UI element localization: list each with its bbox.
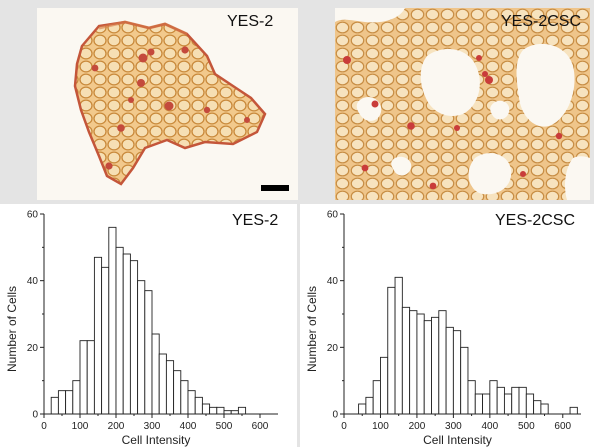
histogram-bar	[467, 380, 476, 415]
histogram-bar	[101, 266, 110, 415]
x-tick-label: 600	[252, 421, 269, 432]
histogram-bar	[380, 356, 389, 415]
histogram-bar	[151, 333, 160, 415]
histogram-bar	[137, 280, 146, 415]
micrograph-yes2-image	[73, 20, 289, 191]
histogram-bar	[57, 390, 67, 415]
micrograph-label-yes2: YES-2	[227, 13, 274, 30]
histogram-bar	[122, 253, 131, 415]
histogram-bar	[416, 313, 425, 415]
histogram-yes2: 0 100 200 300 400 500 600 0 20 40 60 Cell Intensity…	[5, 210, 278, 447]
histogram-bar	[216, 406, 225, 415]
histogram-bar	[409, 310, 418, 415]
histogram-bar	[65, 390, 74, 415]
histogram-bar	[482, 393, 491, 415]
histogram-bar	[401, 306, 411, 415]
histogram-bar	[158, 353, 167, 415]
y-tick-label: 0	[32, 410, 38, 421]
histogram-bar	[460, 346, 469, 415]
y-tick-label: 60	[327, 210, 339, 221]
histogram-bar	[93, 256, 103, 415]
histogram-bar	[115, 246, 124, 415]
y-tick-label: 20	[27, 343, 39, 354]
histogram-bar	[187, 390, 196, 415]
histogram-bar	[423, 320, 432, 415]
x-tick-label: 0	[341, 421, 347, 432]
histogram-bar	[86, 340, 95, 415]
histogram-bar	[173, 370, 182, 415]
histogram-bar	[503, 393, 513, 415]
histogram-yes2csc: 0 100 200 300 400 500 600 0 20 40 60 Cell Intensity…	[305, 210, 581, 447]
x-tick-label: 400	[180, 421, 197, 432]
y-tick-label: 40	[27, 276, 39, 287]
x-tick-label: 600	[554, 421, 571, 432]
x-tick-label: 100	[372, 421, 389, 432]
histogram-bar	[569, 406, 578, 415]
x-axis-label: Cell Intensity	[423, 433, 492, 447]
histogram-bar	[144, 290, 153, 415]
histogram-bar	[129, 260, 139, 415]
micrograph-yes2csc: YES-2CSC	[335, 8, 590, 200]
y-axis-label: Number of Cells	[5, 286, 19, 372]
histogram-bar	[540, 403, 549, 415]
histogram-title-yes2csc: YES-2CSC	[495, 212, 576, 229]
micrograph-yes2csc-image	[335, 8, 590, 200]
x-tick-label: 500	[518, 421, 535, 432]
micrograph-yes2: YES-2	[37, 8, 298, 200]
x-tick-label: 100	[72, 421, 89, 432]
y-tick-label: 40	[327, 276, 339, 287]
histogram-bar	[358, 403, 367, 415]
histogram-bar	[525, 393, 535, 415]
histogram-bar	[180, 380, 189, 415]
y-tick-label: 20	[327, 343, 339, 354]
histogram-bar	[194, 396, 203, 415]
y-tick-label: 60	[27, 210, 39, 221]
histogram-bar	[237, 406, 247, 415]
histogram-bar	[452, 330, 462, 415]
histogram-yes2csc-panel: 0 100 200 300 400 500 600 0 20 40 60 Cell Intensity…	[300, 204, 594, 447]
histogram-bar	[365, 396, 374, 415]
histogram-bar	[511, 386, 520, 415]
histogram-bar	[474, 393, 484, 415]
histogram-bar	[445, 326, 454, 415]
x-tick-label: 300	[144, 421, 161, 432]
histogram-yes2-panel: 0 100 200 300 400 500 600 0 20 40 60 Cell Intensity…	[0, 204, 297, 447]
histogram-title-yes2: YES-2	[232, 212, 279, 229]
histogram-bar	[518, 386, 527, 415]
histogram-bar	[489, 380, 498, 415]
histogram-bar	[201, 403, 211, 415]
y-tick-label: 0	[332, 410, 338, 421]
x-tick-label: 400	[482, 421, 499, 432]
histogram-bar	[50, 396, 59, 415]
histogram-bar	[165, 360, 175, 415]
histogram-bar	[394, 276, 403, 415]
x-tick-label: 500	[216, 421, 233, 432]
histogram-bar	[438, 310, 447, 415]
y-axis-label: Number of Cells	[305, 286, 319, 372]
histogram-bar	[108, 226, 117, 415]
histogram-bar	[496, 386, 505, 415]
x-tick-label: 0	[41, 421, 47, 432]
x-axis-label: Cell Intensity	[122, 433, 191, 447]
histogram-bar	[72, 380, 81, 415]
scale-bar	[261, 185, 289, 191]
histogram-bar	[372, 380, 381, 415]
histogram-bar	[387, 286, 396, 415]
x-tick-label: 200	[409, 421, 426, 432]
x-tick-label: 300	[445, 421, 462, 432]
histogram-bar	[209, 406, 218, 415]
micrograph-label-yes2csc: YES-2CSC	[501, 13, 582, 30]
x-tick-label: 200	[108, 421, 125, 432]
histogram-bar	[533, 400, 542, 415]
histogram-bar	[79, 340, 88, 415]
histogram-bar	[431, 316, 440, 415]
